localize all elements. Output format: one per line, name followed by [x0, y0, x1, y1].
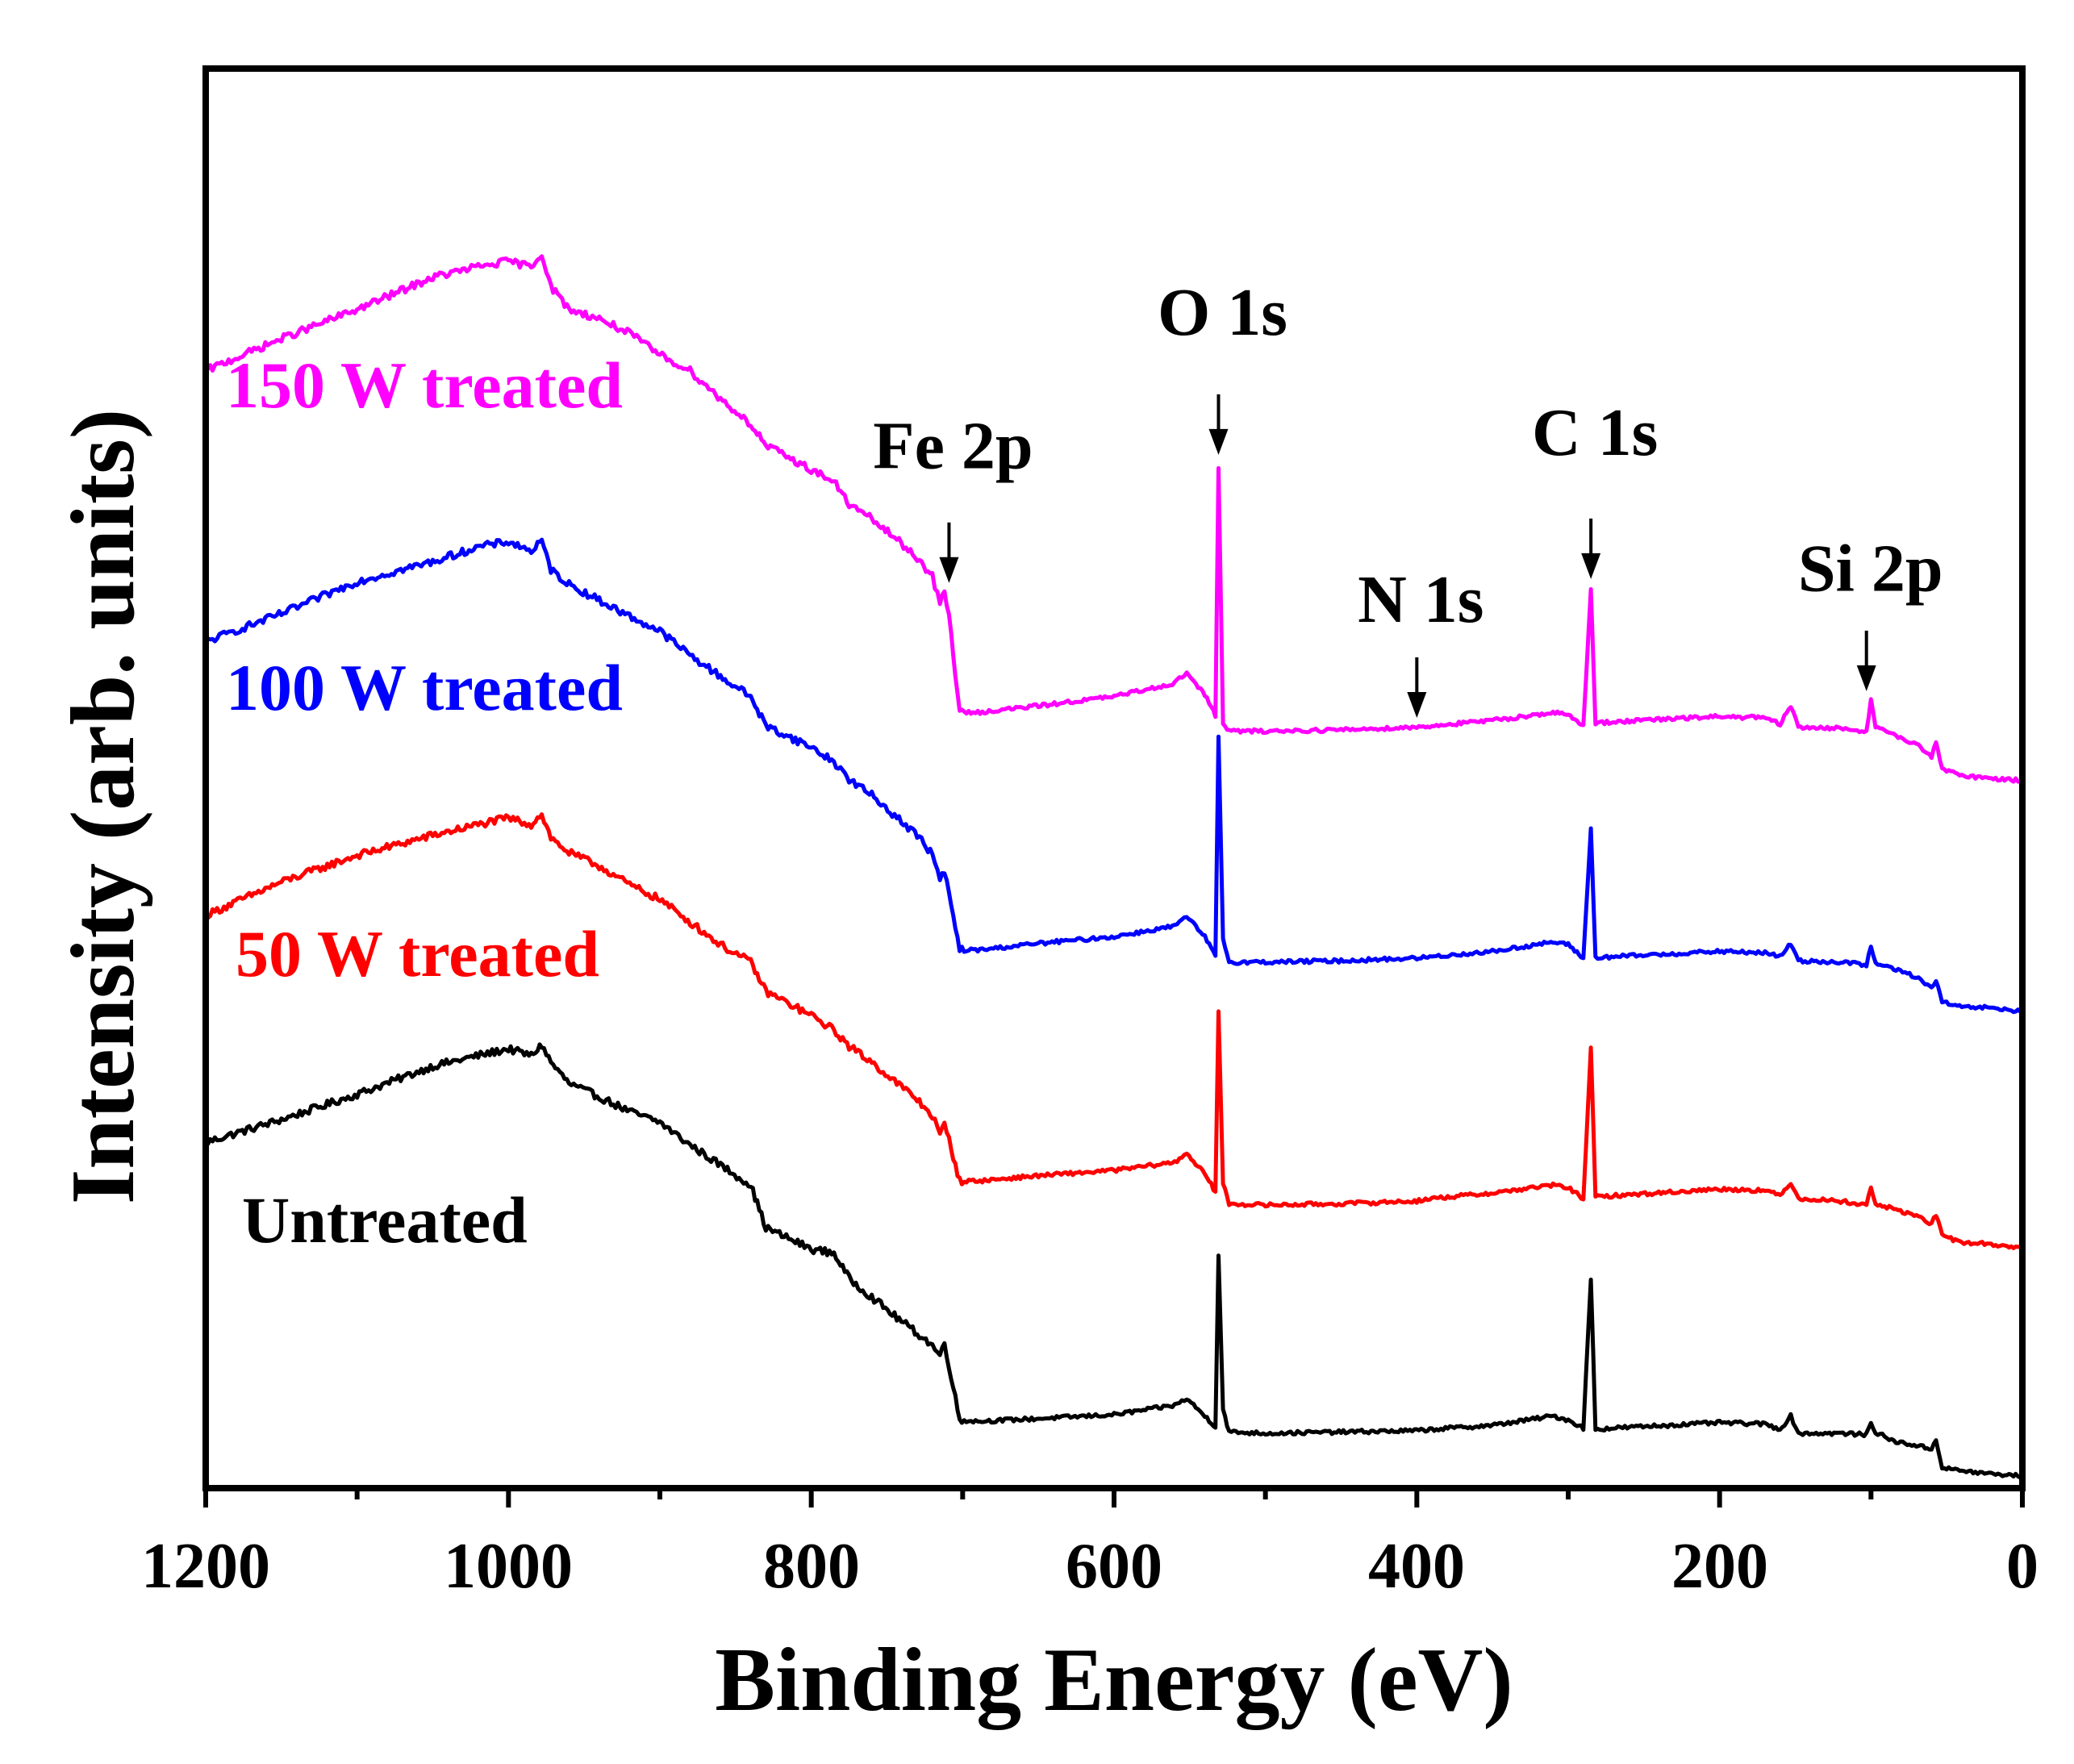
x-tick-label: 600	[1066, 1531, 1162, 1602]
x-tick-label: 200	[1671, 1531, 1768, 1602]
annotation-arrowhead-n-1s	[1407, 691, 1427, 718]
annotation-arrowhead-si-2p	[1856, 665, 1876, 691]
annotation-layer: O 1s Fe 2p N 1s C 1s Si 2p	[873, 275, 1943, 718]
series-label-100w: 100 W treated	[226, 651, 623, 724]
peak-label-o-1s: O 1s	[1158, 275, 1287, 350]
x-tick-label: 1200	[141, 1531, 270, 1602]
series-layer	[203, 254, 2024, 1480]
annotation-arrowhead-c-1s	[1581, 553, 1601, 579]
x-tick-label: 1000	[444, 1531, 573, 1602]
plot-frame	[202, 65, 2026, 1491]
x-tick-label: 0	[2006, 1531, 2039, 1602]
annotation-arrowhead-fe-2p	[939, 557, 959, 583]
peak-label-c-1s: C 1s	[1532, 395, 1658, 470]
peak-label-fe-2p: Fe 2p	[873, 408, 1033, 483]
series-label-150w: 150 W treated	[226, 348, 623, 422]
series-label-50w: 50 W treated	[236, 917, 599, 990]
series-line-50-w-treated	[203, 812, 2024, 1250]
series-line-untreated	[203, 1042, 2024, 1480]
y-axis-title: Intensity (arb. units)	[53, 409, 153, 1204]
x-axis-ticks	[203, 1488, 2025, 1508]
series-line-150-w-treated	[205, 254, 2024, 784]
series-line-100-w-treated	[205, 537, 2022, 1015]
x-axis-title: Binding Energy (eV)	[715, 1630, 1513, 1730]
series-label-untreated: Untreated	[242, 1183, 528, 1257]
peak-label-n-1s: N 1s	[1358, 562, 1484, 637]
x-tick-label: 400	[1368, 1531, 1465, 1602]
annotation-arrowhead-o-1s	[1208, 428, 1229, 455]
peak-label-si-2p: Si 2p	[1798, 532, 1943, 607]
x-tick-label: 800	[763, 1531, 860, 1602]
